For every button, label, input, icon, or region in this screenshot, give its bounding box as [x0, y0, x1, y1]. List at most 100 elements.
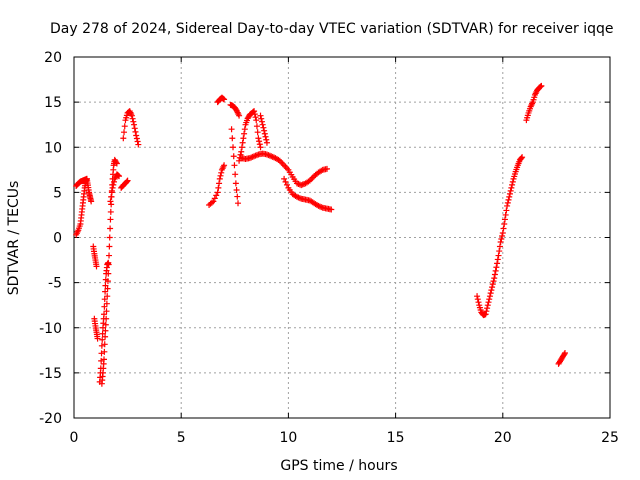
- data-point: [106, 252, 113, 259]
- data-point: [216, 180, 223, 187]
- data-series-arc-13: [228, 126, 242, 207]
- data-point: [104, 285, 111, 292]
- data-point: [482, 311, 489, 318]
- x-tick-label: 25: [601, 430, 619, 446]
- data-point: [130, 118, 137, 125]
- grid-layer: [74, 57, 610, 418]
- data-point: [232, 171, 239, 178]
- data-point: [103, 315, 110, 322]
- data-point: [213, 192, 220, 199]
- data-layer: [73, 82, 568, 387]
- data-series-arc-12: [227, 101, 243, 119]
- data-point: [492, 267, 499, 274]
- data-point: [88, 198, 95, 205]
- data-point: [258, 115, 265, 122]
- data-point: [104, 293, 111, 300]
- data-point: [107, 208, 114, 215]
- data-point: [504, 199, 511, 206]
- data-point: [282, 178, 289, 185]
- y-tick-label: 5: [53, 185, 62, 201]
- data-point: [102, 288, 109, 295]
- y-tick-labels: -20 -15 -10 -5 0 5 10 15 20: [39, 50, 62, 427]
- data-series-arc-16: [238, 150, 330, 189]
- data-point: [120, 135, 127, 142]
- data-point: [128, 112, 135, 119]
- data-point: [99, 336, 106, 343]
- data-point: [101, 348, 108, 355]
- x-axis-title: GPS time / hours: [280, 458, 397, 474]
- data-point: [106, 243, 113, 250]
- data-point: [474, 296, 481, 303]
- data-series-arc-7: [107, 171, 123, 205]
- data-point: [235, 200, 242, 207]
- data-point: [211, 195, 218, 202]
- data-point: [107, 225, 114, 232]
- tick-layer: [73, 56, 611, 419]
- data-point: [106, 234, 113, 241]
- data-point: [251, 108, 258, 115]
- data-point: [323, 165, 330, 172]
- data-point: [518, 155, 525, 162]
- data-point: [121, 123, 128, 130]
- data-point: [263, 139, 270, 146]
- data-point: [475, 299, 482, 306]
- data-point: [210, 198, 217, 205]
- data-point: [132, 128, 139, 135]
- data-point: [253, 123, 260, 130]
- y-tick-label: -15: [39, 366, 62, 382]
- data-series-arc-9: [120, 108, 142, 148]
- data-point: [105, 270, 112, 277]
- data-point: [102, 321, 109, 328]
- data-point: [131, 121, 138, 128]
- y-tick-label: -10: [39, 321, 62, 337]
- data-point: [281, 175, 288, 182]
- x-tick-label: 5: [177, 430, 186, 446]
- data-point: [238, 148, 245, 155]
- data-point: [133, 132, 140, 139]
- data-point: [486, 293, 493, 300]
- data-point: [129, 115, 136, 122]
- data-point: [216, 175, 223, 182]
- data-point: [238, 144, 245, 151]
- data-point: [103, 308, 110, 315]
- y-tick-label: 15: [44, 95, 62, 111]
- data-point: [230, 144, 237, 151]
- data-point: [116, 173, 123, 180]
- data-point: [488, 287, 495, 294]
- data-point: [507, 187, 514, 194]
- data-point: [491, 275, 498, 282]
- data-point: [496, 248, 503, 255]
- x-tick-label: 10: [279, 430, 297, 446]
- data-point: [498, 236, 505, 243]
- data-point: [283, 181, 290, 188]
- data-point: [133, 135, 140, 142]
- data-point: [261, 127, 268, 134]
- data-point: [257, 144, 264, 151]
- data-point: [501, 220, 508, 227]
- data-point: [229, 135, 236, 142]
- data-point: [500, 225, 507, 232]
- data-point: [237, 151, 244, 158]
- data-point: [108, 193, 115, 200]
- data-point: [499, 229, 506, 236]
- data-point: [103, 300, 110, 307]
- data-point: [255, 135, 262, 142]
- data-point: [486, 296, 493, 303]
- data-point: [109, 184, 116, 191]
- data-point: [102, 327, 109, 334]
- data-point: [259, 121, 266, 128]
- y-tick-label: -5: [48, 276, 62, 292]
- data-point: [232, 180, 239, 187]
- data-point: [561, 350, 568, 357]
- data-series-arc-1: [73, 175, 95, 238]
- data-series-arc-2: [73, 175, 90, 190]
- x-tick-label: 0: [70, 430, 79, 446]
- data-point: [484, 302, 491, 309]
- data-point: [104, 278, 111, 285]
- data-point: [94, 335, 101, 342]
- data-point: [239, 139, 246, 146]
- data-point: [519, 154, 526, 161]
- data-point: [99, 330, 106, 337]
- y-tick-label: 20: [44, 50, 62, 66]
- data-point: [487, 290, 494, 297]
